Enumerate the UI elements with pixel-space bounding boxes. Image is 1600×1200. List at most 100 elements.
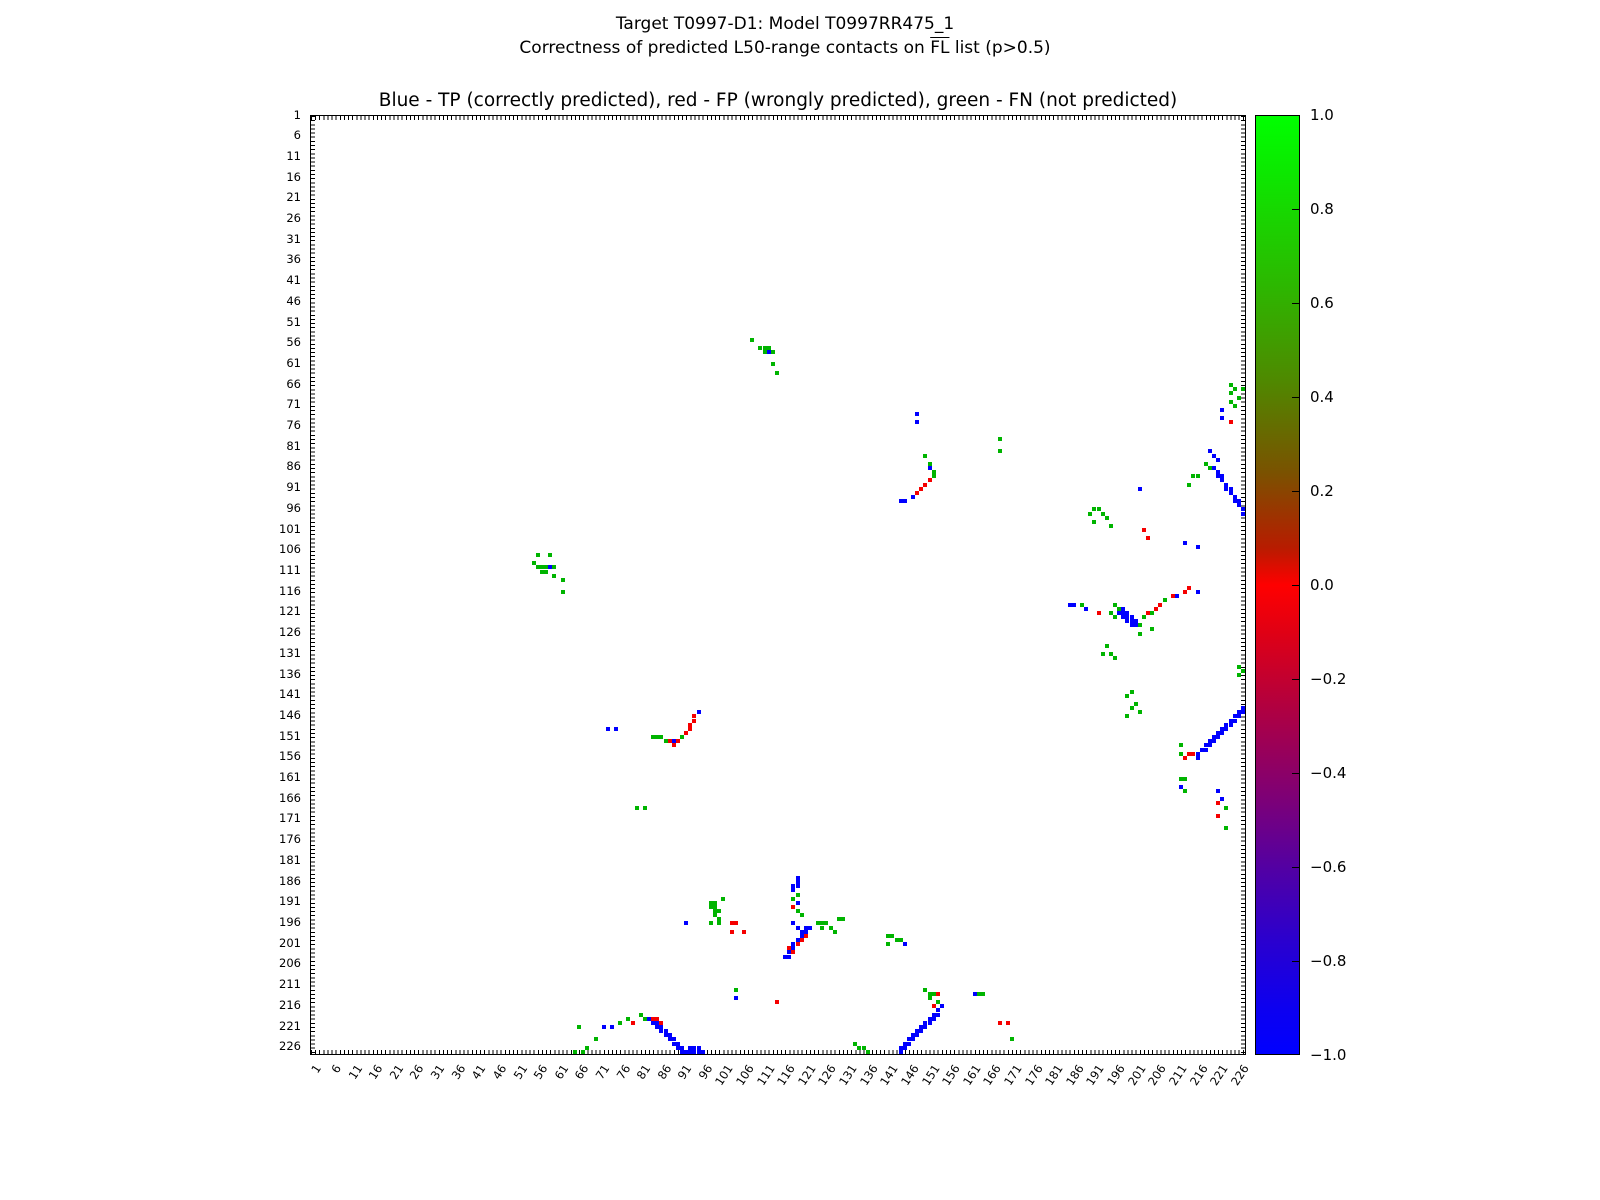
data-point xyxy=(552,565,557,570)
data-point xyxy=(927,1020,932,1025)
data-point xyxy=(1158,602,1163,607)
y-tick-label: 26 xyxy=(286,211,301,226)
y-tick-label: 221 xyxy=(279,1018,301,1033)
data-point xyxy=(1232,494,1237,499)
data-point xyxy=(721,896,726,901)
data-point xyxy=(898,938,903,943)
x-tick-label: 206 xyxy=(1145,1062,1170,1089)
data-point xyxy=(750,337,755,342)
colorbar-tick-label: −0.4 xyxy=(1310,764,1347,782)
data-point xyxy=(935,991,940,996)
x-tick-label: 156 xyxy=(939,1062,963,1089)
data-point xyxy=(931,470,936,475)
data-point xyxy=(915,1029,920,1034)
data-point xyxy=(671,743,676,748)
data-point xyxy=(655,1016,660,1021)
data-point xyxy=(1187,482,1192,487)
data-point xyxy=(1228,420,1233,425)
data-point xyxy=(1195,544,1200,549)
y-tick-label: 191 xyxy=(279,894,301,909)
data-point xyxy=(1121,610,1126,615)
data-point xyxy=(659,735,664,740)
y-tick-label: 1 xyxy=(293,107,301,122)
data-point xyxy=(651,1020,656,1025)
data-point xyxy=(832,929,837,934)
data-point xyxy=(906,1041,911,1046)
data-point xyxy=(680,735,685,740)
data-point xyxy=(898,1045,903,1050)
data-point xyxy=(997,1020,1002,1025)
data-point xyxy=(655,735,660,740)
data-point xyxy=(911,1033,915,1038)
data-point xyxy=(931,1004,936,1009)
data-point xyxy=(1240,387,1245,392)
data-point xyxy=(692,718,697,723)
data-point xyxy=(1236,673,1241,678)
data-point xyxy=(795,925,800,930)
data-point xyxy=(729,921,734,926)
data-point xyxy=(803,929,808,934)
data-point xyxy=(1125,693,1130,698)
data-point xyxy=(667,739,672,744)
colorbar-tick-label: 1.0 xyxy=(1310,106,1334,124)
data-point xyxy=(1100,511,1105,516)
data-point xyxy=(1121,606,1126,611)
data-point xyxy=(642,1016,647,1021)
data-point xyxy=(1108,610,1113,615)
data-point xyxy=(919,1025,924,1029)
data-point xyxy=(1179,751,1184,756)
data-point xyxy=(795,880,800,885)
data-point xyxy=(803,925,808,930)
data-point xyxy=(997,449,1002,454)
x-tick-label: 136 xyxy=(856,1062,881,1089)
data-point xyxy=(783,954,788,959)
y-tick-label: 121 xyxy=(279,604,301,619)
data-point xyxy=(1220,797,1225,802)
data-point xyxy=(1137,486,1142,491)
data-point xyxy=(675,1041,680,1046)
data-point xyxy=(902,1041,907,1046)
data-point xyxy=(931,1012,936,1017)
data-point xyxy=(898,499,903,504)
data-point xyxy=(605,726,610,731)
data-point xyxy=(787,946,792,951)
data-point xyxy=(667,1037,672,1042)
data-point xyxy=(774,370,779,375)
data-point xyxy=(696,1049,701,1054)
x-tick-label: 11 xyxy=(345,1062,365,1082)
data-point xyxy=(1183,788,1188,793)
x-tick-label: 151 xyxy=(918,1062,943,1089)
data-point xyxy=(1236,503,1241,508)
data-point xyxy=(1212,735,1216,740)
x-tick-label: 216 xyxy=(1186,1062,1211,1089)
data-point xyxy=(688,726,693,731)
colorbar-tick-label: 0.2 xyxy=(1310,482,1334,500)
data-point xyxy=(902,942,907,947)
y-tick-label: 31 xyxy=(286,231,301,246)
data-point xyxy=(791,896,796,901)
x-tick-label: 51 xyxy=(510,1062,530,1082)
colorbar-tick-label: −1.0 xyxy=(1310,1046,1347,1064)
y-tick-label: 16 xyxy=(286,169,301,184)
data-point xyxy=(659,1025,664,1029)
data-point xyxy=(535,565,540,570)
data-point xyxy=(758,345,763,350)
x-tick-label: 221 xyxy=(1207,1062,1231,1089)
data-point xyxy=(1240,706,1245,711)
data-point xyxy=(911,494,915,499)
data-point xyxy=(708,904,713,909)
x-tick-label: 6 xyxy=(328,1062,345,1076)
data-point xyxy=(1236,499,1241,504)
y-tick-label: 106 xyxy=(279,542,301,557)
data-point xyxy=(1005,1020,1010,1025)
data-point xyxy=(766,345,771,350)
data-point xyxy=(1216,801,1221,806)
colorbar-tick-mark xyxy=(1292,585,1299,586)
data-point xyxy=(791,942,796,947)
data-point xyxy=(671,1037,676,1042)
data-point xyxy=(680,1045,685,1050)
data-point xyxy=(795,884,800,889)
data-point xyxy=(762,350,767,355)
data-point xyxy=(1216,813,1221,818)
